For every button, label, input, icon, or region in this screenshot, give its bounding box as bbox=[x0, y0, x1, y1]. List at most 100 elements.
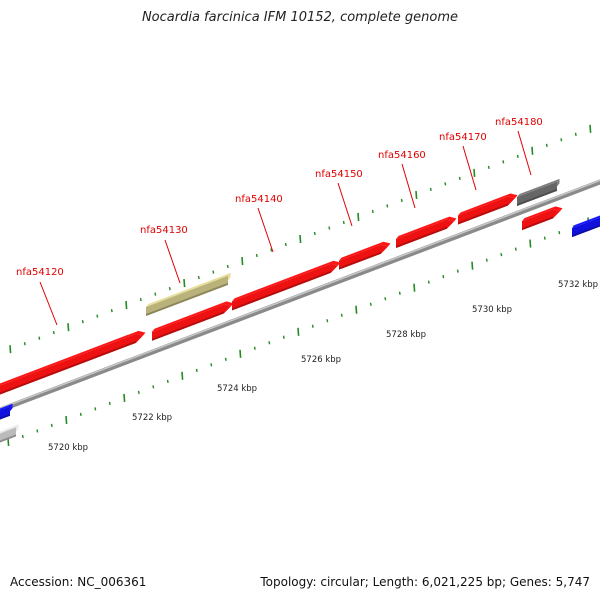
tick-mark-inner bbox=[456, 269, 459, 273]
genome-summary-text: Topology: circular; Length: 6,021,225 bp… bbox=[260, 575, 590, 589]
tick-mark-inner bbox=[50, 423, 53, 428]
tick-mark-outer bbox=[328, 226, 331, 230]
tick-mark-outer bbox=[574, 132, 577, 136]
tick-mark-inner bbox=[485, 258, 488, 262]
tick-mark-outer bbox=[473, 168, 476, 177]
tick-mark-outer bbox=[487, 165, 490, 170]
feature-olive-top[interactable] bbox=[146, 272, 231, 308]
tick-mark-outer bbox=[270, 248, 273, 252]
tick-mark-inner bbox=[166, 379, 169, 383]
feature-light-left-shadow bbox=[0, 434, 16, 443]
tick-mark-inner bbox=[195, 368, 198, 372]
tick-mark-outer bbox=[415, 190, 418, 199]
tick-mark-outer bbox=[429, 187, 432, 192]
tick-mark-outer bbox=[589, 124, 592, 133]
tick-mark-inner bbox=[514, 247, 517, 251]
tick-mark-outer bbox=[560, 138, 563, 142]
gene-reverse-right-top[interactable] bbox=[572, 213, 600, 229]
gene-nfa54130-arrow-shadow bbox=[152, 311, 224, 341]
gene-nfa54180-shadow bbox=[522, 216, 553, 231]
tick-mark-outer bbox=[371, 209, 374, 214]
feature-light-left[interactable] bbox=[0, 427, 16, 445]
tick-mark-inner bbox=[152, 385, 155, 389]
tick-mark-inner bbox=[94, 407, 97, 411]
feature-dark-top[interactable] bbox=[517, 178, 560, 198]
scale-label: 5728 kbp bbox=[386, 330, 426, 340]
tick-mark-outer bbox=[139, 297, 142, 302]
tick-mark-outer bbox=[212, 270, 215, 274]
tick-mark-outer bbox=[52, 331, 55, 335]
scale-label: 5730 kbp bbox=[472, 305, 512, 315]
gene-label[interactable]: nfa54130 bbox=[140, 225, 188, 236]
tick-mark-inner bbox=[413, 283, 416, 292]
gene-label[interactable]: nfa54160 bbox=[378, 150, 426, 161]
tick-mark-inner bbox=[311, 324, 314, 328]
gene-nfa54120-shadow bbox=[0, 340, 136, 395]
gene-label[interactable]: nfa54150 bbox=[315, 169, 363, 180]
genome-backbone bbox=[0, 179, 600, 413]
gene-nfa54170-top[interactable] bbox=[458, 193, 518, 216]
tick-mark-inner bbox=[123, 393, 126, 402]
gene-nfa54160-top[interactable] bbox=[396, 216, 457, 240]
tick-mark-outer bbox=[81, 320, 84, 324]
tick-mark-outer bbox=[23, 342, 26, 346]
tick-mark-inner bbox=[369, 302, 372, 306]
tick-mark-outer bbox=[444, 182, 447, 186]
gene-label-leader bbox=[337, 182, 353, 227]
tick-mark-outer bbox=[458, 176, 461, 181]
scale-label: 5722 kbp bbox=[132, 413, 172, 423]
tick-mark-inner bbox=[442, 275, 445, 279]
gene-nfa54130-arrow-top[interactable] bbox=[152, 301, 234, 332]
gene-reverse-right[interactable] bbox=[572, 216, 600, 238]
gene-label-leader bbox=[517, 130, 532, 176]
map-title: Nocardia farcinica IFM 10152, complete g… bbox=[141, 10, 459, 25]
tick-mark-inner bbox=[297, 327, 300, 336]
accession-text: Accession: NC_006361 bbox=[10, 575, 147, 589]
tick-mark-inner bbox=[340, 313, 343, 317]
tick-mark-inner bbox=[181, 371, 184, 380]
tick-mark-inner bbox=[79, 412, 82, 417]
tick-mark-outer bbox=[400, 198, 403, 203]
gene-label[interactable]: nfa54120 bbox=[16, 267, 64, 278]
tick-mark-outer bbox=[38, 336, 41, 340]
tick-mark-outer bbox=[299, 234, 302, 244]
scale-label: 5724 kbp bbox=[217, 384, 257, 394]
feature-olive[interactable] bbox=[146, 275, 228, 317]
gene-label-leader bbox=[257, 207, 274, 253]
tick-mark-inner bbox=[282, 335, 285, 339]
scale-label: 5732 kbp bbox=[558, 280, 598, 290]
feature-dark[interactable] bbox=[517, 181, 557, 207]
gene-reverse-left-top[interactable] bbox=[0, 403, 13, 414]
tick-mark-inner bbox=[108, 401, 111, 406]
tick-mark-inner bbox=[543, 236, 546, 240]
tick-mark-outer bbox=[226, 264, 229, 269]
tick-mark-inner bbox=[224, 357, 227, 361]
tick-mark-inner bbox=[384, 297, 387, 301]
tick-mark-inner bbox=[427, 280, 430, 284]
tick-mark-outer bbox=[96, 314, 99, 318]
gene-label-leader bbox=[401, 163, 416, 209]
tick-mark-inner bbox=[137, 390, 140, 395]
tick-mark-inner bbox=[500, 252, 503, 257]
feature-light-left-top[interactable] bbox=[0, 424, 19, 436]
tick-mark-outer bbox=[168, 286, 171, 291]
gene-label[interactable]: nfa54180 bbox=[495, 117, 543, 128]
tick-mark-inner bbox=[21, 434, 24, 439]
tick-mark-outer bbox=[516, 154, 519, 158]
scale-label: 5720 kbp bbox=[48, 443, 88, 453]
gene-label-leader bbox=[39, 281, 58, 326]
gene-label[interactable]: nfa54140 bbox=[235, 194, 283, 205]
tick-mark-outer bbox=[531, 146, 534, 155]
tick-mark-inner bbox=[471, 261, 474, 270]
gene-nfa54180-top[interactable] bbox=[522, 206, 563, 222]
tick-mark-inner bbox=[529, 239, 532, 248]
scale-label: 5726 kbp bbox=[301, 355, 341, 365]
tick-mark-outer bbox=[386, 204, 389, 208]
gene-nfa54150-top[interactable] bbox=[339, 241, 391, 261]
gene-label[interactable]: nfa54170 bbox=[439, 132, 487, 143]
gene-reverse-right-shadow bbox=[572, 224, 600, 238]
tick-mark-inner bbox=[65, 415, 68, 424]
tick-mark-inner bbox=[326, 319, 329, 323]
genome-backbone-highlight bbox=[0, 179, 600, 410]
